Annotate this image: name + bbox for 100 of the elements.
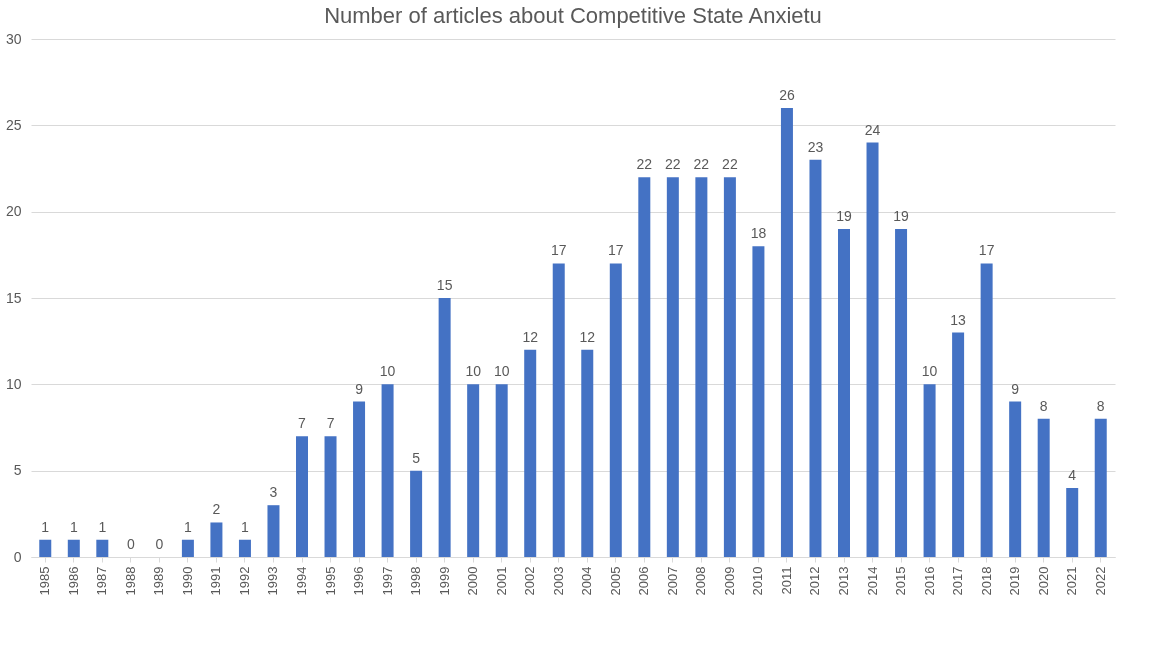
bar xyxy=(638,177,651,557)
data-label: 24 xyxy=(864,121,881,138)
x-tick-label: 2017 xyxy=(950,566,966,596)
bar xyxy=(895,228,908,557)
x-tick-label: 2009 xyxy=(721,566,737,596)
bar xyxy=(524,349,537,557)
bar xyxy=(410,470,423,557)
data-label: 13 xyxy=(950,311,967,328)
y-tick-label: 0 xyxy=(13,548,22,565)
x-tick-label: 2002 xyxy=(522,566,538,596)
bar xyxy=(838,228,850,557)
y-tick-label: 20 xyxy=(5,203,22,220)
data-label: 10 xyxy=(921,363,938,380)
bar xyxy=(1037,418,1050,557)
x-tick-label: 2011 xyxy=(778,566,794,595)
x-tick-label: 2001 xyxy=(493,566,509,596)
data-label: 22 xyxy=(665,156,681,173)
data-label: 17 xyxy=(978,242,995,259)
data-label: 9 xyxy=(1011,380,1020,397)
data-label: 23 xyxy=(807,138,824,155)
x-tick-label: 2022 xyxy=(1092,566,1108,596)
x-tick-label: 1985 xyxy=(37,566,53,596)
bar xyxy=(296,436,308,557)
bar xyxy=(809,159,822,557)
x-tick-label: 2018 xyxy=(978,566,994,596)
data-label: 18 xyxy=(750,225,767,242)
bar xyxy=(181,539,194,557)
x-tick-label: 1990 xyxy=(179,566,195,596)
bar xyxy=(210,522,223,557)
y-tick-label: 5 xyxy=(13,462,22,479)
data-label: 8 xyxy=(1096,397,1105,414)
data-label: 26 xyxy=(779,87,795,104)
data-label: 15 xyxy=(436,277,453,293)
bar xyxy=(353,401,366,557)
y-tick-label: 10 xyxy=(5,375,22,392)
data-label: 1 xyxy=(241,518,250,535)
x-tick-label: 1986 xyxy=(65,566,81,596)
x-tick-label: 1996 xyxy=(351,566,367,596)
x-tick-label: 1989 xyxy=(151,566,167,596)
data-label: 2 xyxy=(212,501,221,518)
y-tick-label: 25 xyxy=(5,116,22,133)
x-tick-label: 2013 xyxy=(836,566,851,596)
data-label: 12 xyxy=(522,328,539,345)
x-tick-label: 2007 xyxy=(664,566,680,596)
x-tick-label: 1999 xyxy=(436,566,452,596)
bar xyxy=(752,246,765,557)
x-tick-label: 2019 xyxy=(1007,566,1023,596)
data-label: 10 xyxy=(493,363,510,380)
x-tick-label: 2005 xyxy=(607,566,623,596)
x-tick-label: 1988 xyxy=(122,566,138,596)
x-tick-label: 1992 xyxy=(236,566,252,596)
data-label: 22 xyxy=(636,156,653,173)
data-label: 8 xyxy=(1039,397,1048,414)
x-tick-label: 1994 xyxy=(294,566,309,596)
bar xyxy=(952,332,965,557)
x-tick-label: 2004 xyxy=(579,566,595,596)
y-tick-label: 15 xyxy=(5,289,22,306)
bar xyxy=(609,263,622,557)
chart-title: Number of articles about Competitive State Anxietu xyxy=(324,3,822,28)
bar xyxy=(324,436,337,557)
x-tick-label: 2012 xyxy=(807,566,823,596)
x-tick-label: 1987 xyxy=(94,566,110,596)
bar xyxy=(238,539,251,557)
x-tick-label: 1998 xyxy=(408,566,424,596)
x-tick-label: 1993 xyxy=(265,566,281,596)
y-tick-label: 30 xyxy=(5,30,22,47)
data-label: 1 xyxy=(41,518,50,535)
data-label: 10 xyxy=(379,363,396,380)
x-tick-label: 2008 xyxy=(693,566,709,596)
bar xyxy=(438,298,451,557)
data-label: 0 xyxy=(126,536,135,552)
data-label: 12 xyxy=(579,328,596,345)
bar xyxy=(552,263,565,557)
bar xyxy=(866,142,879,557)
x-tick-label: 2014 xyxy=(864,566,880,596)
bar xyxy=(96,539,109,557)
data-label: 9 xyxy=(355,380,364,397)
data-label: 17 xyxy=(608,242,624,259)
data-label: 3 xyxy=(269,484,278,501)
bar xyxy=(381,384,394,557)
bar xyxy=(980,263,993,557)
bar xyxy=(723,177,736,557)
data-label: 4 xyxy=(1068,466,1077,483)
x-tick-label: 1997 xyxy=(379,566,395,596)
data-label: 0 xyxy=(155,536,164,552)
x-tick-label: 2016 xyxy=(921,566,937,596)
data-label: 1 xyxy=(184,518,192,535)
bar xyxy=(267,505,280,557)
bar xyxy=(666,177,679,557)
bar xyxy=(67,539,80,557)
bar xyxy=(495,384,508,557)
x-tick-label: 2021 xyxy=(1064,566,1080,596)
data-label: 19 xyxy=(836,207,852,224)
bar xyxy=(1094,418,1107,557)
data-label: 17 xyxy=(550,242,567,259)
data-label: 5 xyxy=(412,449,421,466)
bar xyxy=(1066,487,1079,557)
bar xyxy=(39,539,52,557)
data-label: 19 xyxy=(893,207,910,224)
data-label: 22 xyxy=(693,156,710,173)
